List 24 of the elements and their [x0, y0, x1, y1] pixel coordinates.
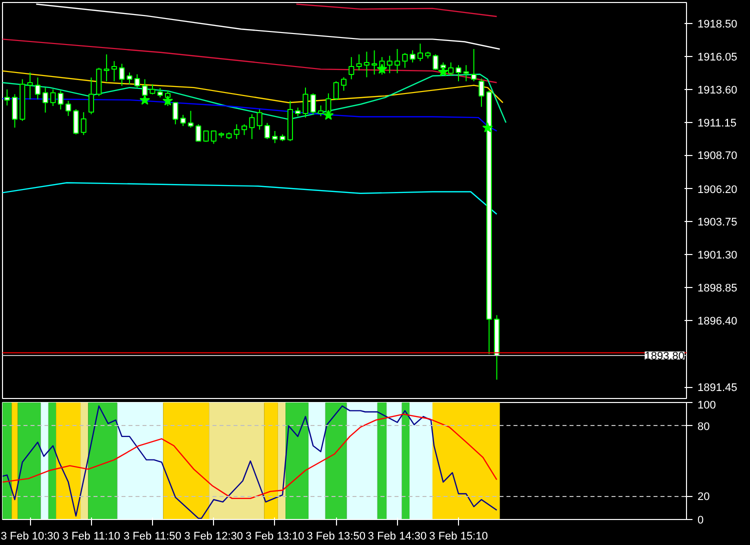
- x-tick-label: 3 Feb 12:30: [184, 530, 244, 542]
- y-tick-label: 1891.45: [698, 382, 738, 394]
- y-tick-label: 1908.70: [698, 150, 738, 162]
- y-tick-label: 100: [698, 400, 716, 412]
- y-tick-label: 1918.50: [698, 18, 738, 30]
- y-tick-label: 20: [698, 491, 710, 504]
- x-tick-label: 3 Feb 15:10: [429, 530, 488, 542]
- y-tick-label: 1898.85: [698, 282, 738, 295]
- y-tick-label: 1903.75: [698, 216, 738, 229]
- y-tick-label: 1913.60: [698, 84, 738, 96]
- x-tick-label: 3 Feb 13:50: [306, 530, 366, 542]
- y-tick-label: 80: [698, 420, 710, 433]
- x-tick-label: 3 Feb 10:30: [0, 530, 60, 542]
- y-tick-label: 1901.30: [698, 250, 738, 262]
- x-tick-label: 3 Feb 11:10: [62, 530, 120, 542]
- x-tick-label: 3 Feb 13:10: [246, 530, 304, 542]
- y-tick-label: 0: [698, 514, 704, 526]
- x-tick-label: 3 Feb 11:50: [124, 530, 182, 542]
- y-tick-label: 1906.20: [698, 184, 738, 196]
- y-tick-label: 1911.15: [698, 117, 736, 130]
- y-tick-label: 1916.05: [698, 51, 738, 64]
- x-tick-label: 3 Feb 14:30: [368, 530, 427, 542]
- y-tick-label: 1896.40: [698, 316, 738, 328]
- ref-line-label: 1893.80: [644, 350, 685, 362]
